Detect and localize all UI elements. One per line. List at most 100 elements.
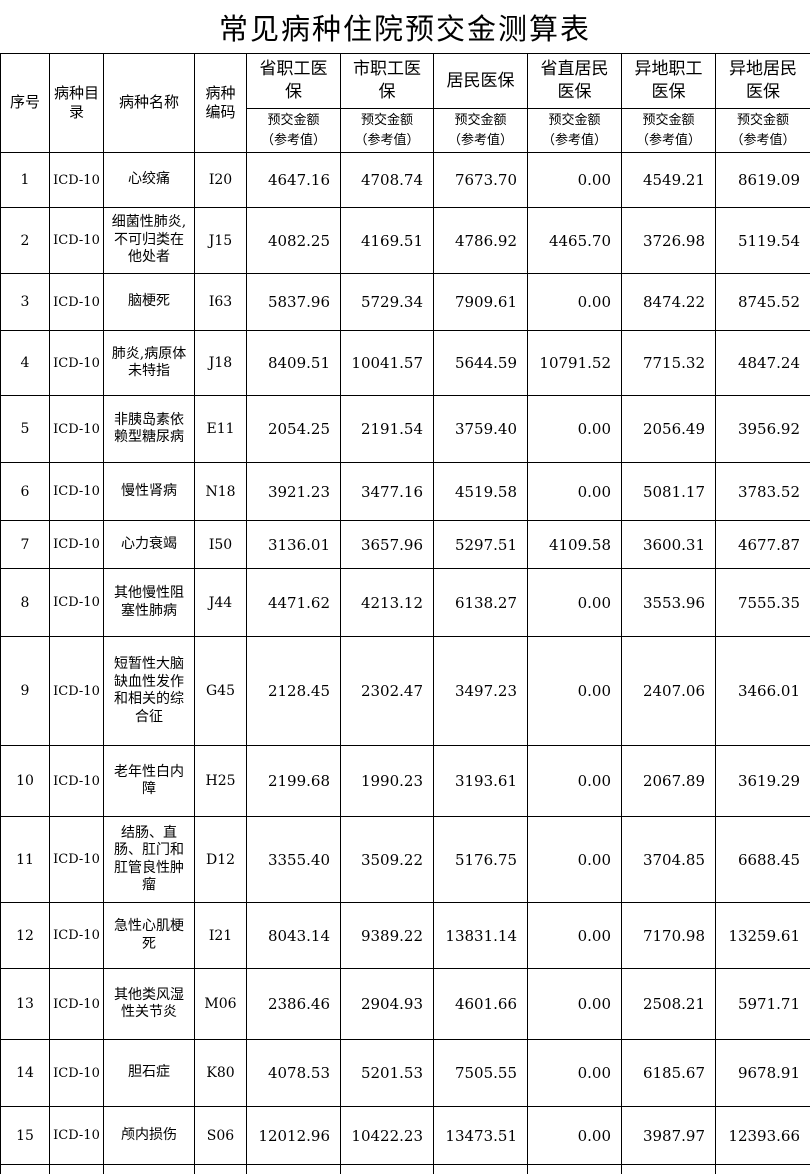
col-header-seq: 序号 <box>0 53 50 153</box>
row-disease-name-cell: 脑梗死 <box>103 273 195 331</box>
row-disease-name-cell: 其他类风湿性关节炎 <box>103 968 195 1040</box>
col-header-provincial-employee-insurance: 省职工医保 <box>246 53 341 109</box>
row-amount-remote-employee: 2407.06 <box>621 636 716 746</box>
empty-cell <box>621 1164 716 1174</box>
subheader-line1: 预交金额 <box>267 113 320 128</box>
row-disease-name-cell: 慢性肾病 <box>103 462 195 521</box>
subheader-prepay-amount: 预交金额 （参考值） <box>621 108 716 153</box>
row-amount-provincial-employee: 2386.46 <box>246 968 341 1040</box>
col-header-remote-employee-insurance: 异地职工医保 <box>621 53 716 109</box>
row-amount-resident: 5644.59 <box>433 330 528 396</box>
row-seq-cell: 13 <box>0 968 50 1040</box>
empty-cell <box>715 1164 810 1174</box>
row-amount-remote-resident: 12393.66 <box>715 1106 810 1165</box>
row-amount-resident: 4601.66 <box>433 968 528 1040</box>
subheader-line1: 预交金额 <box>642 113 695 128</box>
subheader-line1: 预交金额 <box>736 113 789 128</box>
row-amount-provincial-employee: 4471.62 <box>246 568 341 637</box>
table-row: 5 ICD-10 非胰岛素依赖型糖尿病 E11 2054.25 2191.54 … <box>0 395 810 463</box>
table-row: 6 ICD-10 慢性肾病 N18 3921.23 3477.16 4519.5… <box>0 462 810 521</box>
header-row-subheaders: 预交金额 （参考值） 预交金额 （参考值） 预交金额 （参考值） 预交金额 （参… <box>1 108 810 153</box>
row-amount-provincial-resident: 0.00 <box>527 462 622 521</box>
col-header-resident-insurance: 居民医保 <box>433 53 528 109</box>
row-amount-provincial-resident: 4465.70 <box>527 207 622 274</box>
row-amount-city-employee: 2904.93 <box>340 968 434 1040</box>
empty-cell <box>103 1164 195 1174</box>
subheader-line2: （参考值） <box>447 132 513 148</box>
row-amount-remote-resident: 9678.91 <box>715 1039 810 1107</box>
table-row: 4 ICD-10 肺炎,病原体未特指 J18 8409.51 10041.57 … <box>0 330 810 396</box>
subheader-prepay-amount: 预交金额 （参考值） <box>527 108 622 153</box>
row-catalog-cell: ICD-10 <box>49 568 104 637</box>
row-amount-city-employee: 3477.16 <box>340 462 434 521</box>
row-amount-remote-resident: 13259.61 <box>715 902 810 969</box>
row-disease-code-cell: J18 <box>194 330 247 396</box>
row-catalog-cell: ICD-10 <box>49 636 104 746</box>
row-amount-city-employee: 4708.74 <box>340 152 434 208</box>
row-amount-resident: 4519.58 <box>433 462 528 521</box>
row-amount-city-employee: 3657.96 <box>340 520 434 569</box>
row-amount-resident: 6138.27 <box>433 568 528 637</box>
row-seq-cell: 14 <box>0 1039 50 1107</box>
row-disease-code-cell: J44 <box>194 568 247 637</box>
row-amount-remote-resident: 3466.01 <box>715 636 810 746</box>
header-row-groups: 序号 病种目录 病种名称 病种编码 省职工医保 市职工医保 居民医保 省直居民医… <box>0 53 810 153</box>
row-amount-remote-resident: 5971.71 <box>715 968 810 1040</box>
row-amount-remote-resident: 5119.54 <box>715 207 810 274</box>
subheader-prepay-amount: 预交金额 （参考值） <box>246 108 341 153</box>
row-disease-code-cell: I21 <box>194 902 247 969</box>
row-amount-city-employee: 1990.23 <box>340 745 434 817</box>
row-catalog-cell: ICD-10 <box>49 273 104 331</box>
prepayment-table: 序号 病种目录 病种名称 病种编码 省职工医保 市职工医保 居民医保 省直居民医… <box>0 53 810 1174</box>
row-disease-name-cell: 短暂性大脑缺血性发作和相关的综合征 <box>103 636 195 746</box>
row-amount-resident: 13473.51 <box>433 1106 528 1165</box>
row-amount-provincial-resident: 0.00 <box>527 568 622 637</box>
row-amount-resident: 3759.40 <box>433 395 528 463</box>
row-amount-provincial-employee: 8043.14 <box>246 902 341 969</box>
row-seq-cell: 3 <box>0 273 50 331</box>
col-header-catalog: 病种目录 <box>49 53 104 153</box>
row-disease-name-cell: 颅内损伤 <box>103 1106 195 1165</box>
row-amount-provincial-resident: 4109.58 <box>527 520 622 569</box>
row-amount-resident: 4786.92 <box>433 207 528 274</box>
row-amount-resident: 7505.55 <box>433 1039 528 1107</box>
subheader-line2: （参考值） <box>635 132 701 148</box>
row-catalog-cell: ICD-10 <box>49 1039 104 1107</box>
row-amount-remote-employee: 3726.98 <box>621 207 716 274</box>
empty-cell <box>433 1164 528 1174</box>
row-catalog-cell: ICD-10 <box>49 1106 104 1165</box>
row-amount-provincial-employee: 2128.45 <box>246 636 341 746</box>
row-seq-cell: 10 <box>0 745 50 817</box>
row-seq-cell: 12 <box>0 902 50 969</box>
row-disease-code-cell: N18 <box>194 462 247 521</box>
table-row: 1 ICD-10 心绞痛 I20 4647.16 4708.74 7673.70… <box>0 152 810 208</box>
row-disease-code-cell: M06 <box>194 968 247 1040</box>
row-seq-cell: 1 <box>0 152 50 208</box>
row-amount-provincial-employee: 3136.01 <box>246 520 341 569</box>
col-header-disease-code: 病种编码 <box>194 53 247 153</box>
row-amount-provincial-employee: 2054.25 <box>246 395 341 463</box>
table-row: 12 ICD-10 急性心肌梗死 I21 8043.14 9389.22 138… <box>0 902 810 969</box>
row-amount-provincial-employee: 4082.25 <box>246 207 341 274</box>
row-disease-code-cell: S06 <box>194 1106 247 1165</box>
empty-cell <box>246 1164 341 1174</box>
row-amount-remote-employee: 7170.98 <box>621 902 716 969</box>
row-amount-resident: 7909.61 <box>433 273 528 331</box>
table-row: 9 ICD-10 短暂性大脑缺血性发作和相关的综合征 G45 2128.45 2… <box>0 636 810 746</box>
row-seq-cell: 7 <box>0 520 50 569</box>
col-header-disease-name: 病种名称 <box>103 53 195 153</box>
row-amount-provincial-resident: 0.00 <box>527 1039 622 1107</box>
row-disease-name-cell: 非胰岛素依赖型糖尿病 <box>103 395 195 463</box>
row-amount-provincial-employee: 3355.40 <box>246 816 341 903</box>
subheader-line1: 预交金额 <box>360 113 413 128</box>
empty-cell <box>49 1164 104 1174</box>
row-amount-remote-employee: 3704.85 <box>621 816 716 903</box>
row-seq-cell: 8 <box>0 568 50 637</box>
row-disease-name-cell: 肺炎,病原体未特指 <box>103 330 195 396</box>
empty-cell <box>340 1164 434 1174</box>
row-amount-provincial-resident: 0.00 <box>527 395 622 463</box>
table-footer-partial <box>0 1164 810 1174</box>
row-amount-provincial-resident: 10791.52 <box>527 330 622 396</box>
row-amount-remote-resident: 4847.24 <box>715 330 810 396</box>
